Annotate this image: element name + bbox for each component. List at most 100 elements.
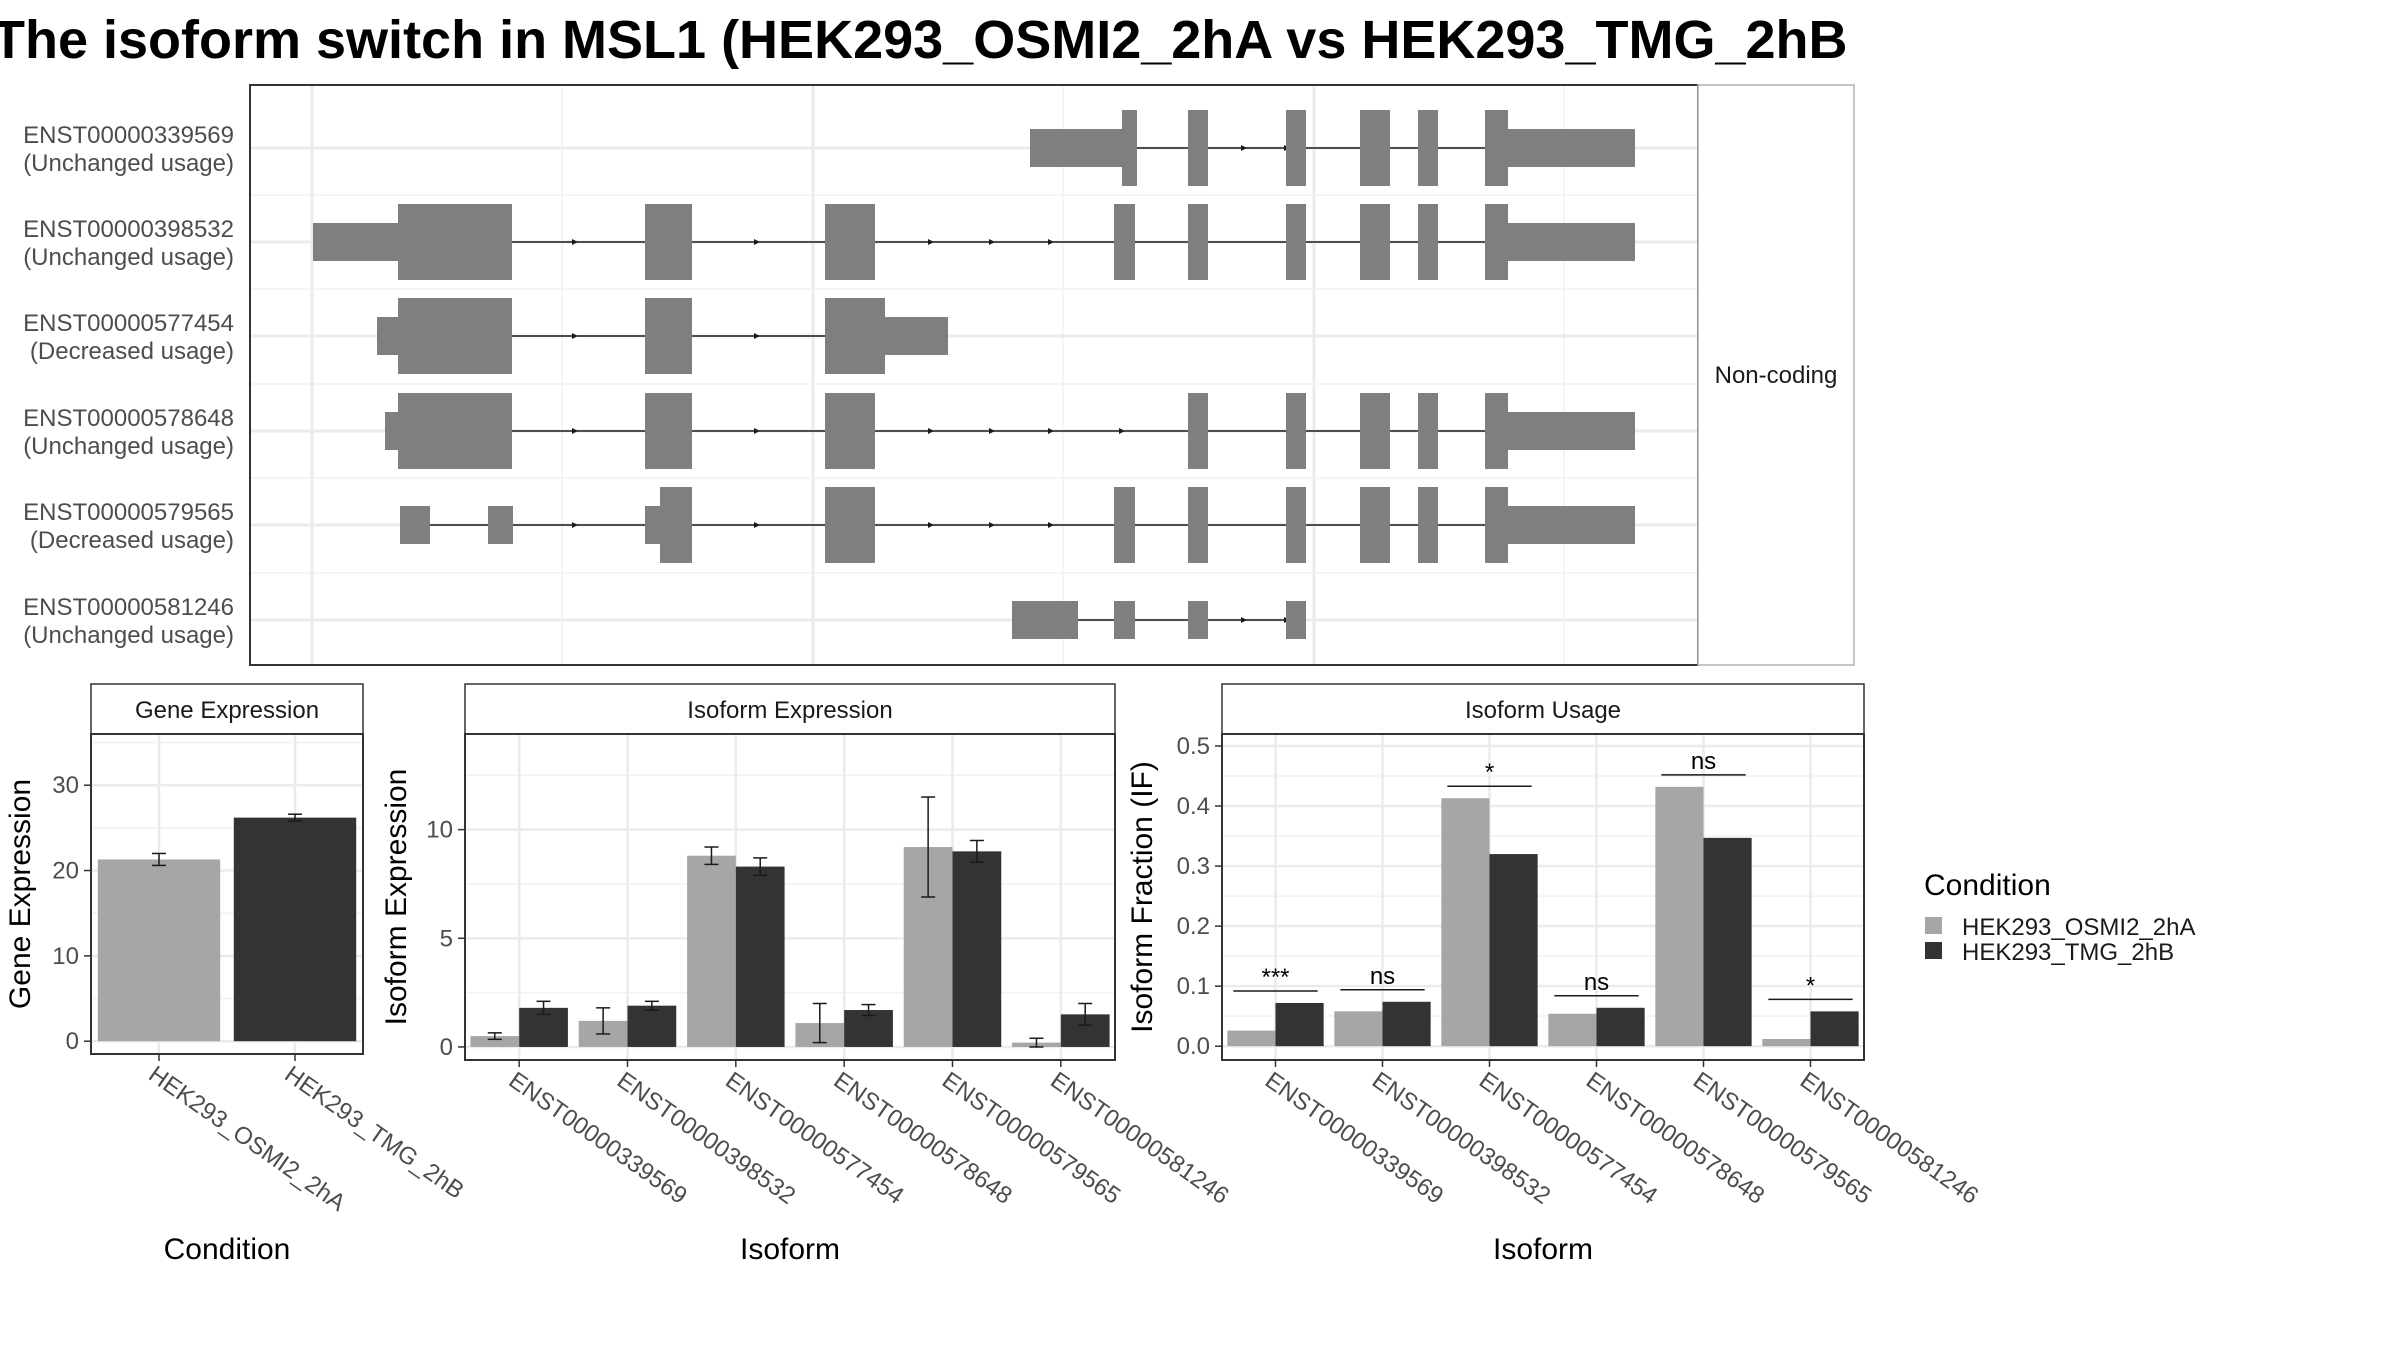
exon-block [1188,601,1208,639]
bar-osmi2 [1762,1038,1811,1047]
exon-block [1360,110,1390,186]
bar-tmg [735,866,785,1047]
significance-label: ns [1584,969,1609,996]
y-tick-label: 0.1 [1177,973,1210,1000]
exon-block [1418,393,1438,469]
x-tick-label: ENST00000578648 [829,1067,1017,1210]
intron-arrow [989,522,995,528]
intron-arrow [1048,522,1054,528]
exon-block [1286,204,1306,280]
x-tick-label: ENST00000339569 [1260,1067,1448,1210]
exon-block [825,487,875,563]
panel-border [1221,733,1865,1061]
exon-block [645,204,692,280]
y-tick-label: 0 [440,1034,453,1061]
isoform-id-label: ENST00000577454 [23,310,234,337]
intron-arrow [1048,428,1054,434]
exon-block [1485,204,1508,280]
exon-block [1286,487,1306,563]
bar-condition [233,817,357,1042]
panel-title: Gene Expression [135,697,319,724]
exon-block [398,204,512,280]
bar-osmi2 [1441,798,1490,1047]
exon-block [1286,110,1306,186]
x-tick-label: ENST00000579565 [937,1067,1125,1210]
intron-arrow [1241,617,1247,623]
legend-label-osmi2: HEK293_OSMI2_2hA [1962,914,2195,941]
exon-block [377,317,398,355]
exon-block [1286,601,1306,639]
x-axis-title: Isoform [740,1233,840,1266]
exon-block [1188,204,1208,280]
x-tick-label: ENST00000577454 [720,1067,908,1210]
y-tick-label: 10 [52,943,79,970]
bar-tmg [1703,837,1752,1047]
intron-arrow [754,333,760,339]
intron-arrow [928,522,934,528]
x-tick-label: ENST00000581246 [1795,1067,1983,1210]
isoform-usage-label: (Unchanged usage) [23,150,234,177]
exon-block [1508,506,1635,544]
exon-block [825,393,875,469]
isoform-usage-label: (Unchanged usage) [23,433,234,460]
exon-block [1360,487,1390,563]
panel-border [90,733,364,1055]
exon-block [645,393,692,469]
intron-arrow [754,239,760,245]
intron-arrow [572,522,578,528]
exon-block [1508,223,1635,261]
bar-osmi2 [687,855,736,1047]
isoform-id-label: ENST00000579565 [23,499,234,526]
intron-arrow [572,239,578,245]
bar-tmg [1382,1001,1431,1047]
exon-block [398,393,512,469]
exon-block [1114,601,1135,639]
facet-strip [1697,84,1855,666]
exon-block [660,487,692,563]
isoform-labels: ENST00000339569(Unchanged usage)ENST0000… [23,122,234,649]
y-tick-label: 30 [52,772,79,799]
exon-block [1508,129,1635,167]
significance-label: ns [1691,748,1716,775]
bar-osmi2 [1655,786,1704,1047]
bar-tmg [627,1005,677,1047]
structure-tracks [313,110,1635,639]
exon-block [1418,110,1438,186]
y-tick-label: 20 [52,858,79,885]
exon-block [1485,110,1508,186]
exon-block [400,506,430,544]
exon-block [1114,487,1135,563]
exon-block [1188,110,1208,186]
x-tick-label: ENST00000339569 [504,1067,692,1210]
intron-arrow [572,333,578,339]
exon-block [1188,487,1208,563]
bar-osmi2 [1334,1011,1383,1047]
x-tick-label: ENST00000577454 [1474,1067,1662,1210]
exon-block [1114,204,1135,280]
x-tick-label: ENST00000398532 [612,1067,800,1210]
legend-swatch-tmg [1925,942,1942,959]
y-axis-title: Gene Expression [4,779,37,1009]
exon-block [1360,393,1390,469]
isoform-id-label: ENST00000398532 [23,216,234,243]
x-tick-label: ENST00000581246 [1045,1067,1233,1210]
isoform-usage-panel: Isoform Usage *** ns * ns ns * 0.0 0.1 0.2 0.3 0.4 0… [1126,683,1983,1266]
y-tick-label: 10 [426,817,453,844]
isoform-usage-label: (Decreased usage) [30,338,234,365]
significance-label: * [1806,972,1815,999]
intron-arrow [754,428,760,434]
x-tick-label: ENST00000579565 [1688,1067,1876,1210]
isoform-usage-label: (Unchanged usage) [23,244,234,271]
y-tick-label: 0.4 [1177,793,1210,820]
exon-block [1286,393,1306,469]
exon-block [645,506,660,544]
bar-tmg [1275,1002,1324,1047]
exon-block [825,204,875,280]
figure-title: The isoform switch in MSL1 (HEK293_OSMI2… [0,10,1848,70]
panel-title: Isoform Usage [1465,697,1621,724]
isoform-usage-label: (Decreased usage) [30,527,234,554]
isoform-expression-panel: Isoform Expression0510ENST00000339569ENS… [380,683,1234,1266]
bar-tmg [1596,1007,1645,1047]
exon-block [1122,110,1137,186]
